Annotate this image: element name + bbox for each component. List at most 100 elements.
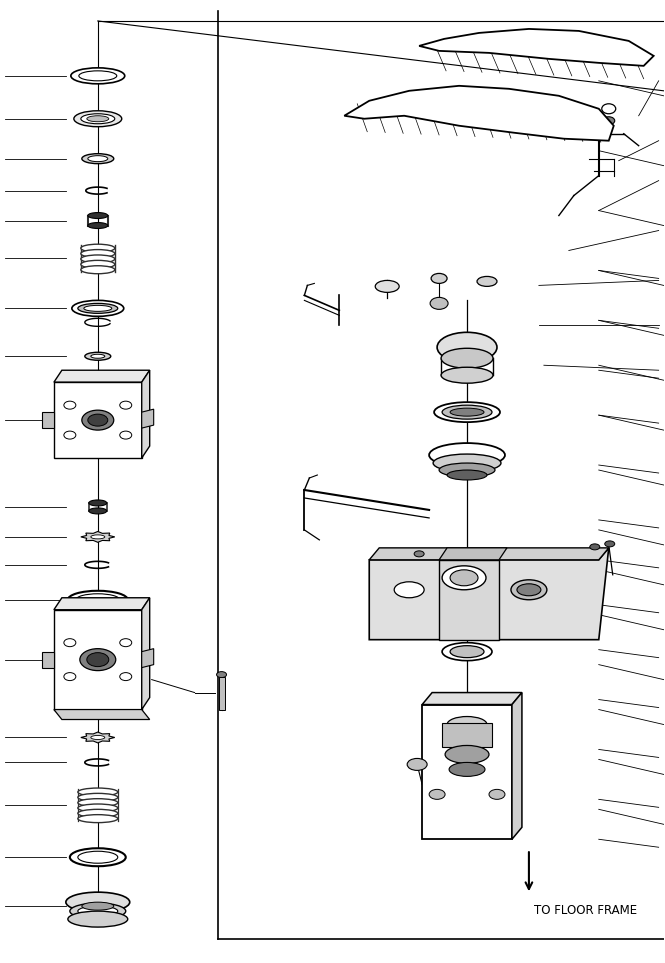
Ellipse shape	[120, 431, 132, 439]
Ellipse shape	[447, 470, 487, 480]
Ellipse shape	[91, 736, 105, 740]
Polygon shape	[42, 652, 54, 667]
Ellipse shape	[68, 911, 128, 927]
Ellipse shape	[91, 354, 105, 358]
Ellipse shape	[447, 716, 487, 733]
Ellipse shape	[89, 500, 107, 506]
Ellipse shape	[434, 403, 500, 422]
Ellipse shape	[78, 851, 118, 863]
Ellipse shape	[64, 431, 76, 439]
Ellipse shape	[120, 638, 132, 647]
Ellipse shape	[68, 590, 128, 609]
Ellipse shape	[78, 794, 118, 801]
Text: TO FLOOR FRAME: TO FLOOR FRAME	[534, 904, 637, 917]
Ellipse shape	[455, 588, 479, 601]
Ellipse shape	[88, 213, 108, 219]
Ellipse shape	[477, 276, 497, 286]
Ellipse shape	[602, 104, 616, 114]
Ellipse shape	[82, 902, 114, 910]
Ellipse shape	[120, 402, 132, 409]
Ellipse shape	[81, 114, 115, 123]
Polygon shape	[42, 412, 54, 429]
Ellipse shape	[442, 566, 486, 589]
Ellipse shape	[78, 815, 118, 822]
Polygon shape	[54, 370, 150, 382]
Ellipse shape	[89, 508, 107, 514]
Ellipse shape	[81, 255, 115, 263]
Polygon shape	[422, 705, 512, 840]
Ellipse shape	[450, 645, 484, 658]
Ellipse shape	[66, 892, 130, 912]
Ellipse shape	[439, 463, 495, 477]
Polygon shape	[439, 548, 507, 560]
Ellipse shape	[517, 584, 541, 596]
Polygon shape	[344, 86, 614, 141]
Ellipse shape	[64, 638, 76, 647]
Ellipse shape	[72, 300, 124, 316]
Polygon shape	[419, 29, 654, 65]
Ellipse shape	[442, 405, 492, 419]
Polygon shape	[54, 598, 150, 610]
Bar	[219, 677, 225, 710]
Polygon shape	[54, 382, 142, 458]
Ellipse shape	[82, 154, 114, 164]
Ellipse shape	[217, 671, 227, 678]
Ellipse shape	[445, 745, 489, 764]
Ellipse shape	[81, 260, 115, 269]
Ellipse shape	[80, 649, 116, 670]
Ellipse shape	[78, 906, 118, 916]
Ellipse shape	[79, 71, 117, 81]
Polygon shape	[512, 692, 522, 840]
Ellipse shape	[84, 305, 112, 311]
Ellipse shape	[449, 585, 485, 605]
Ellipse shape	[88, 222, 108, 228]
Ellipse shape	[511, 580, 547, 600]
Ellipse shape	[429, 790, 445, 799]
Ellipse shape	[375, 280, 399, 293]
Polygon shape	[369, 548, 608, 560]
Ellipse shape	[489, 790, 505, 799]
Ellipse shape	[71, 67, 125, 84]
Ellipse shape	[91, 534, 105, 539]
Ellipse shape	[450, 570, 478, 586]
Ellipse shape	[64, 402, 76, 409]
Polygon shape	[81, 532, 115, 542]
Ellipse shape	[441, 349, 493, 368]
Ellipse shape	[78, 788, 118, 796]
Ellipse shape	[64, 672, 76, 681]
Polygon shape	[81, 732, 115, 742]
Ellipse shape	[414, 551, 424, 557]
Ellipse shape	[442, 642, 492, 661]
Ellipse shape	[590, 544, 600, 550]
Ellipse shape	[81, 245, 115, 252]
Ellipse shape	[441, 367, 493, 383]
Ellipse shape	[78, 809, 118, 818]
Polygon shape	[439, 560, 499, 639]
Ellipse shape	[78, 303, 118, 313]
Polygon shape	[142, 409, 154, 429]
Ellipse shape	[120, 672, 132, 681]
Ellipse shape	[431, 273, 447, 283]
Polygon shape	[54, 610, 142, 710]
Ellipse shape	[394, 582, 424, 598]
Polygon shape	[142, 598, 150, 710]
Ellipse shape	[88, 156, 108, 162]
Polygon shape	[369, 548, 608, 639]
Ellipse shape	[407, 759, 427, 770]
Ellipse shape	[74, 111, 122, 127]
Ellipse shape	[449, 763, 485, 776]
Ellipse shape	[602, 117, 614, 125]
Ellipse shape	[81, 249, 115, 257]
Polygon shape	[54, 710, 150, 719]
Ellipse shape	[430, 298, 448, 309]
Ellipse shape	[82, 410, 114, 430]
Ellipse shape	[87, 653, 109, 666]
Ellipse shape	[450, 408, 484, 416]
Polygon shape	[422, 692, 522, 705]
Ellipse shape	[70, 848, 126, 866]
Ellipse shape	[433, 455, 501, 472]
Ellipse shape	[437, 332, 497, 362]
Polygon shape	[142, 370, 150, 458]
Ellipse shape	[88, 414, 108, 426]
Ellipse shape	[87, 116, 109, 121]
